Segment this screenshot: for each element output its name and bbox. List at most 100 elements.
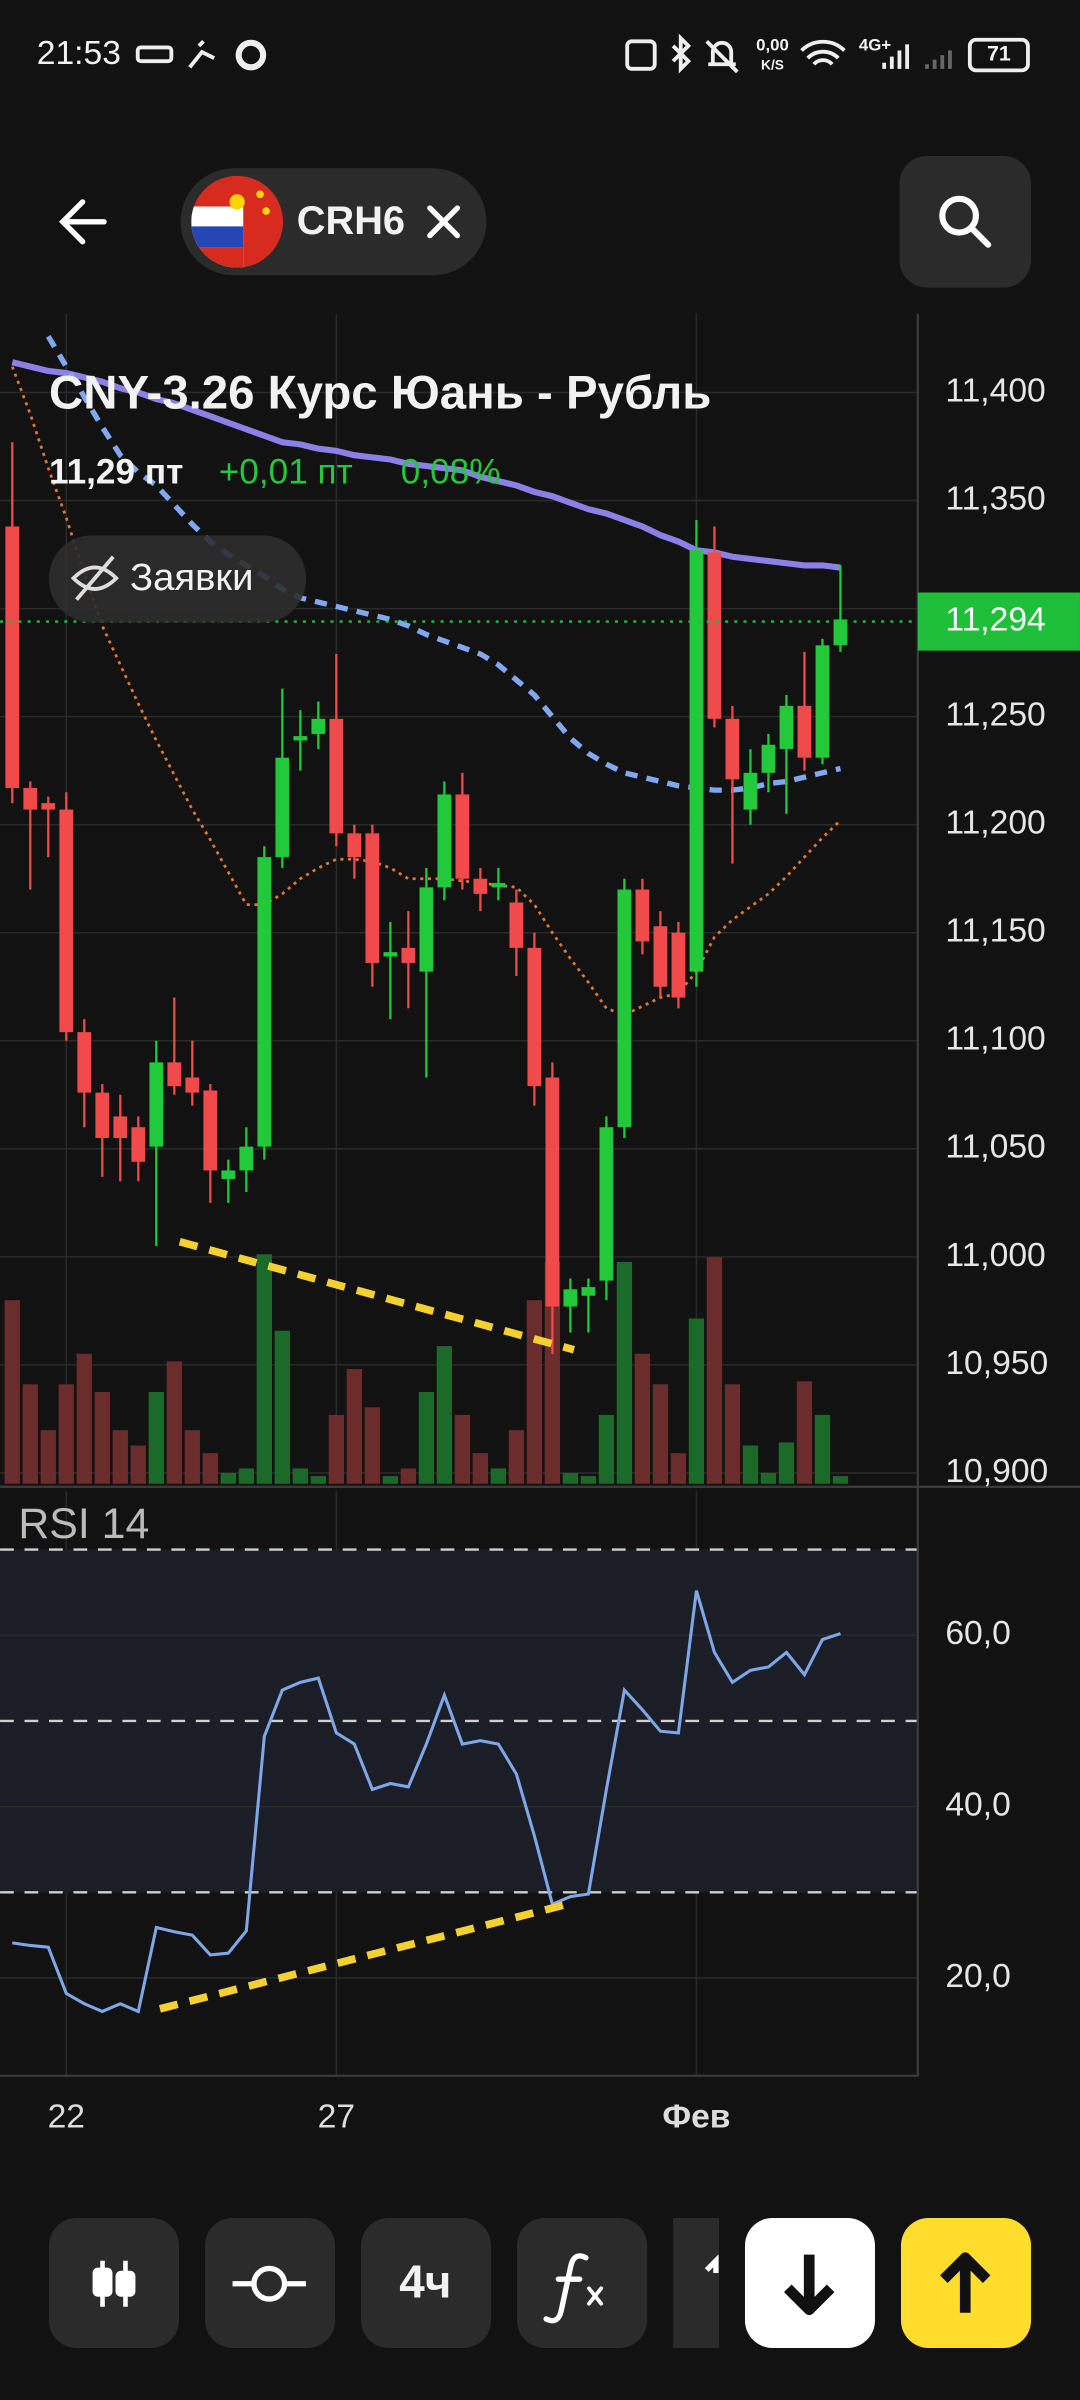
search-button[interactable] — [899, 156, 1032, 288]
volume-bar — [652, 1384, 669, 1484]
y-tick-label: 20,0 — [945, 1958, 1010, 1995]
candle-body — [275, 757, 290, 858]
candle-body — [23, 787, 38, 810]
volume-bar — [202, 1453, 218, 1484]
indicators-icon — [543, 2253, 604, 2324]
price-change: +0,01 пт — [219, 452, 353, 491]
candle-body — [617, 889, 632, 1128]
interval-button[interactable] — [361, 2217, 492, 2348]
volume-bar — [94, 1391, 110, 1484]
candle-body — [239, 1146, 254, 1171]
volume-bar — [346, 1369, 362, 1484]
candle-body — [347, 833, 362, 858]
candle-body — [5, 526, 20, 788]
candle-body — [635, 889, 650, 942]
buy-arrow — [940, 2252, 991, 2313]
volume-bar — [814, 1414, 831, 1484]
candle-body — [311, 718, 326, 734]
eye-slash — [75, 555, 115, 601]
volume-bar — [796, 1381, 813, 1484]
candles-icon — [92, 2260, 136, 2307]
net-unit: K/S — [761, 57, 784, 72]
indicators-button[interactable] — [517, 2217, 648, 2348]
candle-body — [149, 1062, 164, 1147]
volume-bar — [526, 1300, 543, 1484]
y-tick-label: 11,250 — [945, 697, 1045, 734]
candle-body — [545, 1077, 560, 1307]
y-tick-label: 11,150 — [945, 913, 1045, 950]
candle-body — [491, 883, 506, 888]
drawing-icon — [232, 2265, 306, 2302]
volume-bar — [418, 1391, 435, 1484]
candle-body — [797, 705, 812, 758]
candle-body — [257, 857, 272, 1147]
candle-body — [383, 952, 398, 957]
back-button[interactable] — [38, 176, 130, 268]
y-tick-label: 11,400 — [945, 372, 1045, 409]
toolbar: 4ч — [48, 2217, 1032, 2348]
volume-bar — [400, 1468, 417, 1484]
volume-bar — [490, 1468, 507, 1484]
sell-arrow — [784, 2254, 835, 2316]
volume-bar — [184, 1430, 200, 1484]
last-price-label: 11,294 — [945, 601, 1045, 638]
volume-bar — [274, 1330, 290, 1484]
candle-body — [455, 794, 470, 879]
y-tick-label: 40,0 — [945, 1787, 1010, 1824]
volume-bar — [436, 1346, 453, 1484]
more-button[interactable] — [673, 2217, 719, 2348]
network-type: 4G+ — [859, 35, 891, 54]
flag-star — [229, 194, 245, 210]
search-lens — [939, 195, 980, 236]
net-speed: 0,00 — [756, 35, 789, 54]
volume-bar — [382, 1476, 399, 1484]
y-tick-label: 11,200 — [945, 805, 1045, 842]
drawing-button[interactable] — [205, 2217, 336, 2348]
flag-star — [262, 207, 271, 215]
candle-body — [473, 878, 488, 894]
volume-bar — [544, 1261, 561, 1484]
volume-bar — [328, 1414, 344, 1484]
volume-bar — [112, 1430, 128, 1484]
candle-body — [761, 744, 776, 773]
y-tick-label: 10,950 — [945, 1345, 1048, 1382]
candle-body — [707, 552, 722, 719]
candle-body — [725, 718, 740, 780]
y-tick-label: 11,350 — [945, 480, 1045, 517]
close-ticker[interactable] — [427, 205, 461, 239]
volume-bar — [220, 1473, 236, 1484]
candle-body — [599, 1127, 614, 1281]
volume-bar — [670, 1453, 687, 1484]
volume-bar — [310, 1476, 326, 1484]
interval-label: 4ч — [399, 2255, 451, 2307]
volume-bar — [148, 1391, 164, 1484]
icon — [235, 39, 267, 71]
y-tick-label: 60,0 — [945, 1615, 1010, 1652]
candle-body — [437, 794, 452, 888]
back-arrow — [58, 199, 107, 245]
volume-bar — [634, 1353, 651, 1484]
icon — [625, 39, 657, 71]
price-plot — [0, 313, 918, 1484]
battery-level: 71 — [987, 42, 1011, 66]
volume-bar — [832, 1476, 849, 1484]
battery — [967, 37, 1030, 73]
candle-body — [77, 1032, 92, 1093]
volume-bar — [454, 1414, 471, 1484]
icon-f — [543, 2253, 589, 2324]
chart-type-button[interactable] — [48, 2217, 180, 2348]
flag-ru-blue — [191, 226, 244, 248]
candle-body — [167, 1062, 182, 1087]
icon — [925, 50, 952, 69]
candle-body — [833, 619, 848, 646]
icon-x — [587, 2286, 604, 2306]
candle-body — [131, 1127, 146, 1162]
volume-bar — [706, 1257, 723, 1484]
volume-bar — [22, 1384, 38, 1484]
candle-body — [653, 926, 668, 987]
candle-body — [59, 809, 74, 1033]
volume-bar — [562, 1473, 579, 1484]
volume-bar — [58, 1384, 74, 1484]
volume-bar — [688, 1318, 705, 1484]
chart-title: CNY-3.26 Курс Юань - Рубль — [49, 367, 711, 420]
